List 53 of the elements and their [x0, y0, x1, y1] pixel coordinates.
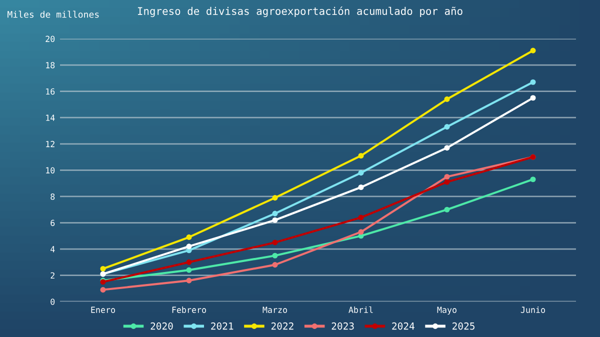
legend-label: 2020	[150, 322, 173, 330]
chart-title: Ingreso de divisas agroexportación acumulado por año	[138, 6, 462, 18]
point	[358, 214, 364, 220]
point	[272, 217, 278, 223]
point	[358, 152, 364, 159]
legend-label: 2025	[452, 322, 474, 330]
y-tick-label: 6	[50, 220, 55, 226]
x-tick-label: Abril	[348, 306, 373, 313]
y-tick-label: 20	[46, 36, 55, 42]
point	[444, 179, 450, 185]
y-axis-title: Miles de millones	[8, 10, 99, 18]
point	[100, 266, 106, 272]
x-tick-label: Febrero	[172, 306, 206, 313]
x-tick-label: Junio	[520, 306, 545, 313]
point	[444, 124, 450, 130]
point	[272, 252, 278, 258]
point	[272, 210, 278, 216]
legend-label: 2024	[392, 322, 414, 330]
point	[358, 170, 364, 176]
point	[272, 262, 278, 268]
point	[272, 240, 278, 246]
x-tick-label: Enero	[91, 306, 115, 313]
y-tick-label: 0	[50, 298, 55, 305]
y-tick-label: 14	[46, 114, 55, 121]
point	[186, 278, 192, 284]
point	[358, 184, 364, 190]
y-tick-label: 8	[50, 193, 55, 200]
point	[530, 95, 536, 101]
legend-label: 2023	[332, 322, 354, 330]
legend-label: 2021	[211, 322, 234, 330]
point	[358, 229, 364, 235]
point	[186, 234, 192, 240]
y-tick-label: 18	[46, 62, 55, 68]
y-tick-label: 4	[50, 246, 55, 252]
point	[186, 267, 192, 273]
y-tick-label: 12	[46, 140, 54, 148]
point	[444, 145, 450, 151]
point	[444, 96, 450, 102]
point	[186, 244, 192, 250]
y-tick-label: 2	[50, 272, 54, 279]
x-tick-label: Marzo	[262, 306, 287, 313]
point	[100, 287, 106, 293]
y-tick-label: 10	[46, 167, 55, 174]
point	[530, 79, 536, 85]
point	[530, 48, 536, 54]
y-tick-label: 16	[46, 88, 55, 95]
point	[444, 206, 450, 212]
point	[186, 259, 192, 265]
x-tick-label: Mayo	[437, 306, 456, 315]
point	[444, 174, 450, 180]
legend-label: 2022	[271, 322, 294, 330]
point	[272, 195, 278, 201]
point	[530, 176, 536, 182]
